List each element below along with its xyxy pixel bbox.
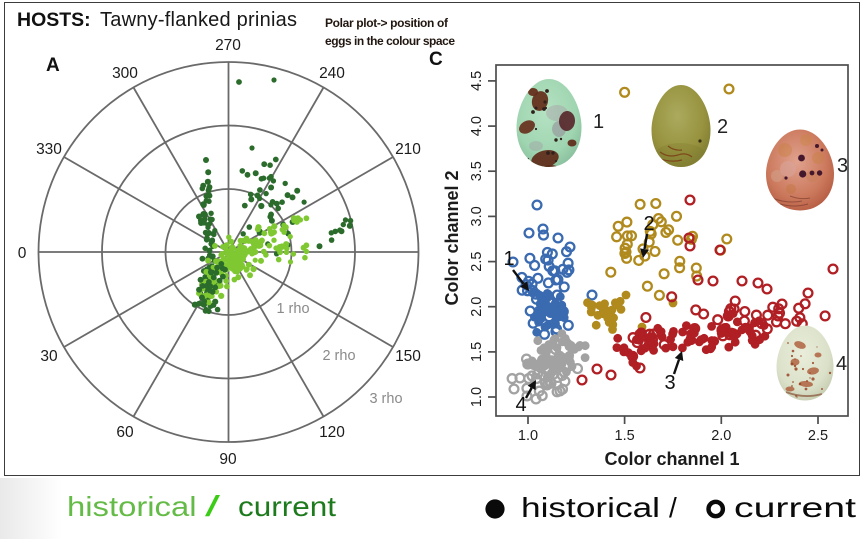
svg-text:2: 2 bbox=[717, 116, 728, 138]
svg-text:1 rho: 1 rho bbox=[276, 301, 309, 317]
svg-text:3: 3 bbox=[664, 372, 675, 394]
svg-text:Polar plot-> position of: Polar plot-> position of bbox=[325, 16, 449, 30]
svg-text:2 rho: 2 rho bbox=[322, 348, 355, 364]
svg-text:30: 30 bbox=[40, 348, 58, 365]
svg-text:current: current bbox=[238, 491, 336, 522]
svg-text:330: 330 bbox=[36, 141, 62, 158]
svg-text:240: 240 bbox=[319, 65, 345, 82]
svg-text:1.0: 1.0 bbox=[469, 387, 485, 407]
svg-text:150: 150 bbox=[395, 348, 421, 365]
svg-text:3 rho: 3 rho bbox=[369, 391, 402, 407]
svg-text:2: 2 bbox=[643, 213, 654, 235]
svg-text:4.0: 4.0 bbox=[469, 116, 485, 136]
svg-text:/: / bbox=[205, 491, 222, 523]
svg-text:120: 120 bbox=[319, 424, 345, 441]
svg-text:3.0: 3.0 bbox=[469, 206, 485, 226]
svg-text:eggs in the colour space: eggs in the colour space bbox=[325, 34, 455, 48]
svg-text:HOSTS:: HOSTS: bbox=[17, 9, 91, 31]
svg-text:300: 300 bbox=[112, 65, 138, 82]
svg-text:current: current bbox=[734, 492, 856, 523]
svg-text:4: 4 bbox=[515, 394, 526, 416]
svg-text:2.5: 2.5 bbox=[808, 428, 828, 444]
svg-text:Color channel 1: Color channel 1 bbox=[604, 449, 739, 469]
svg-text:Color channel 2: Color channel 2 bbox=[442, 170, 462, 305]
svg-text:1.0: 1.0 bbox=[518, 428, 538, 444]
svg-text:1: 1 bbox=[593, 111, 604, 133]
svg-text:1.5: 1.5 bbox=[469, 342, 485, 362]
svg-text:90: 90 bbox=[219, 451, 237, 468]
svg-text:4.5: 4.5 bbox=[469, 71, 485, 91]
svg-text:60: 60 bbox=[116, 424, 134, 441]
svg-text:3.5: 3.5 bbox=[469, 161, 485, 181]
svg-text:3: 3 bbox=[837, 155, 848, 177]
svg-text:Tawny-flanked prinias: Tawny-flanked prinias bbox=[100, 9, 297, 31]
svg-text:2.5: 2.5 bbox=[469, 252, 485, 272]
svg-text:historical: historical bbox=[521, 492, 660, 523]
svg-text:1: 1 bbox=[503, 248, 514, 270]
svg-text:4: 4 bbox=[836, 353, 847, 375]
svg-text:/: / bbox=[669, 492, 677, 523]
svg-text:1.5: 1.5 bbox=[615, 428, 635, 444]
svg-text:A: A bbox=[46, 55, 60, 76]
svg-text:0: 0 bbox=[18, 245, 27, 262]
svg-text:2.0: 2.0 bbox=[711, 428, 731, 444]
svg-text:historical: historical bbox=[67, 491, 197, 522]
svg-text:210: 210 bbox=[395, 141, 421, 158]
svg-text:C: C bbox=[429, 49, 443, 70]
svg-text:2.0: 2.0 bbox=[469, 297, 485, 317]
svg-text:270: 270 bbox=[215, 37, 241, 54]
